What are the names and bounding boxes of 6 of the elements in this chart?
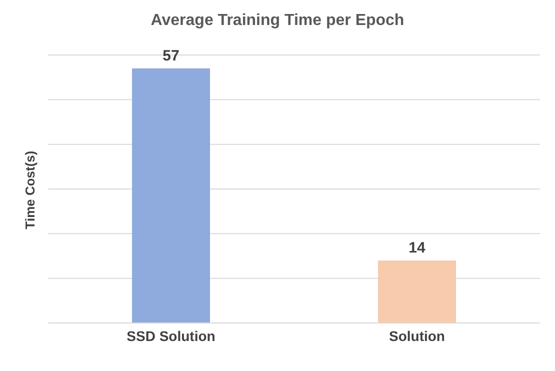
y-axis-title: Time Cost(s) — [22, 150, 38, 230]
chart-title: Average Training Time per Epoch — [150, 12, 406, 30]
x-tick-label: SSD Solution — [126, 328, 216, 344]
data-label: 14 — [408, 239, 426, 256]
data-label: 57 — [162, 47, 180, 64]
x-tick-label: Solution — [389, 328, 445, 344]
